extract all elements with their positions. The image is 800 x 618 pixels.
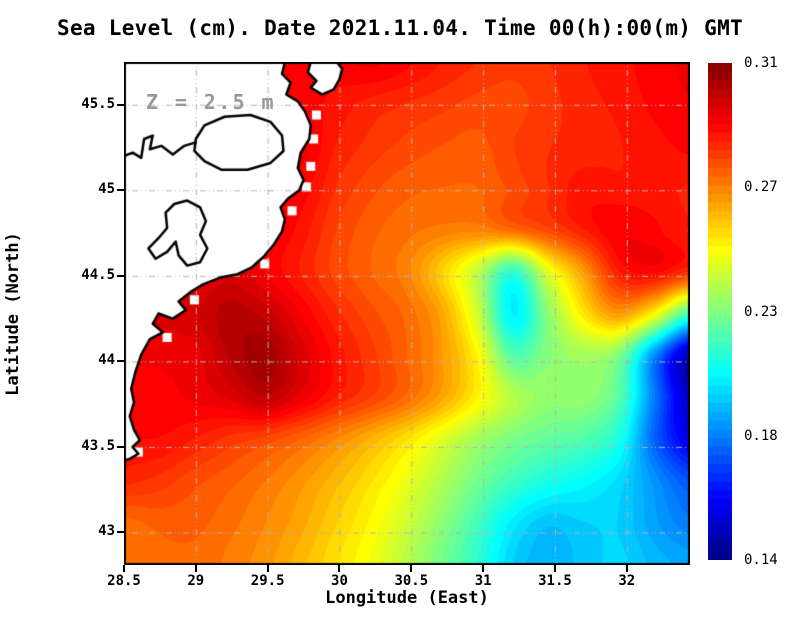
- x-tick-label: 31: [474, 573, 492, 589]
- colorbar-label: 0.31: [744, 55, 778, 71]
- colorbar-label: 0.27: [744, 179, 778, 196]
- colorbar-label: 0.23: [744, 303, 778, 320]
- y-tick-label: 44: [98, 352, 115, 369]
- x-axis-tick: [625, 565, 628, 572]
- y-tick-label: 43: [98, 523, 115, 540]
- depth-annotation: Z = 2.5 m: [146, 90, 276, 114]
- x-tick-label: 30.5: [394, 573, 429, 589]
- y-axis-tick: [117, 103, 124, 106]
- x-tick-label: 28.5: [107, 573, 141, 589]
- y-tick-label: 44.5: [81, 266, 115, 283]
- x-axis-tick: [123, 565, 125, 572]
- x-axis-tick: [338, 565, 341, 572]
- y-tick-label: 43.5: [81, 437, 115, 454]
- x-axis-tick: [553, 565, 556, 572]
- sea-level-map: [124, 62, 690, 565]
- x-tick-label: 31.5: [538, 573, 572, 589]
- colorbar-label: 0.14: [744, 552, 778, 568]
- x-tick-label: 32: [618, 573, 636, 589]
- x-tick-label: 30: [331, 573, 348, 589]
- y-tick-label: 45: [98, 181, 115, 198]
- y-axis-tick: [117, 360, 124, 363]
- y-axis-tick: [117, 531, 124, 534]
- colorbar: [708, 63, 732, 560]
- colorbar-label: 0.18: [744, 427, 778, 444]
- x-tick-label: 29: [187, 573, 205, 589]
- y-tick-label: 45.5: [81, 95, 115, 112]
- x-tick-label: 29.5: [250, 573, 285, 589]
- x-axis-tick: [410, 565, 413, 572]
- y-axis-tick: [117, 274, 124, 277]
- chart-title: Sea Level (cm). Date 2021.11.04. Time 00…: [57, 16, 743, 40]
- x-axis-tick: [194, 565, 197, 572]
- y-axis-tick: [117, 189, 124, 192]
- y-axis-label: Latitude (North): [3, 232, 23, 396]
- x-axis-tick: [482, 565, 485, 572]
- y-axis-tick: [117, 445, 124, 448]
- x-axis-label: Longitude (East): [325, 588, 489, 608]
- x-axis-tick: [266, 565, 269, 572]
